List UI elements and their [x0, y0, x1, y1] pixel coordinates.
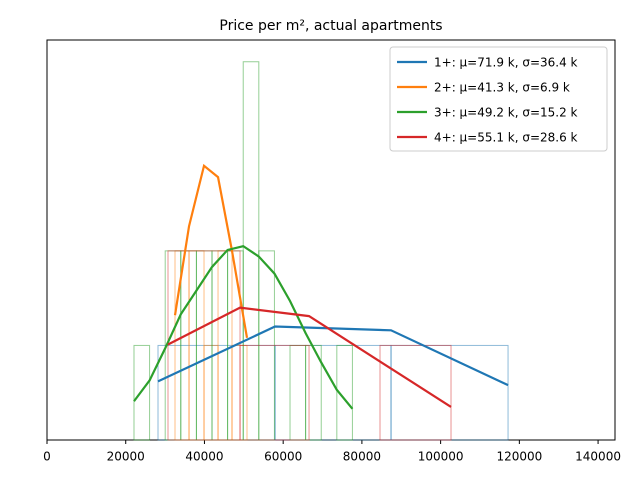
hist-bar [231, 344, 248, 441]
x-tick-label: 20000 [107, 450, 145, 464]
x-tick-label: 140000 [575, 450, 621, 464]
chart-title: Price per m², actual apartments [219, 18, 442, 34]
x-tick-label: 100000 [418, 450, 464, 464]
hist-bar [305, 344, 322, 441]
hist-bar [239, 344, 310, 441]
legend-label: 2+: μ=41.3 k, σ=6.9 k [434, 81, 570, 95]
hist-bar [274, 344, 392, 441]
hist-bar [157, 344, 276, 441]
x-tick-label: 80000 [343, 450, 381, 464]
legend-label: 4+: μ=55.1 k, σ=28.6 k [434, 131, 578, 145]
hist-bar [133, 344, 151, 441]
legend-label: 3+: μ=49.2 k, σ=15.2 k [434, 106, 578, 120]
x-tick-label: 60000 [264, 450, 302, 464]
series-line [167, 306, 452, 408]
series-line [157, 325, 509, 387]
series-line [133, 244, 354, 410]
x-tick-label: 40000 [185, 450, 223, 464]
hist-bar [390, 344, 509, 441]
x-tick-label: 0 [43, 450, 51, 464]
series-line [173, 163, 249, 339]
hist-bar [336, 344, 353, 441]
hist-bar [379, 344, 452, 441]
legend-box [389, 46, 608, 152]
x-tick-label: 120000 [496, 450, 542, 464]
hist-bar [289, 344, 307, 441]
legend-label: 1+: μ=71.9 k, σ=36.4 k [434, 56, 578, 70]
